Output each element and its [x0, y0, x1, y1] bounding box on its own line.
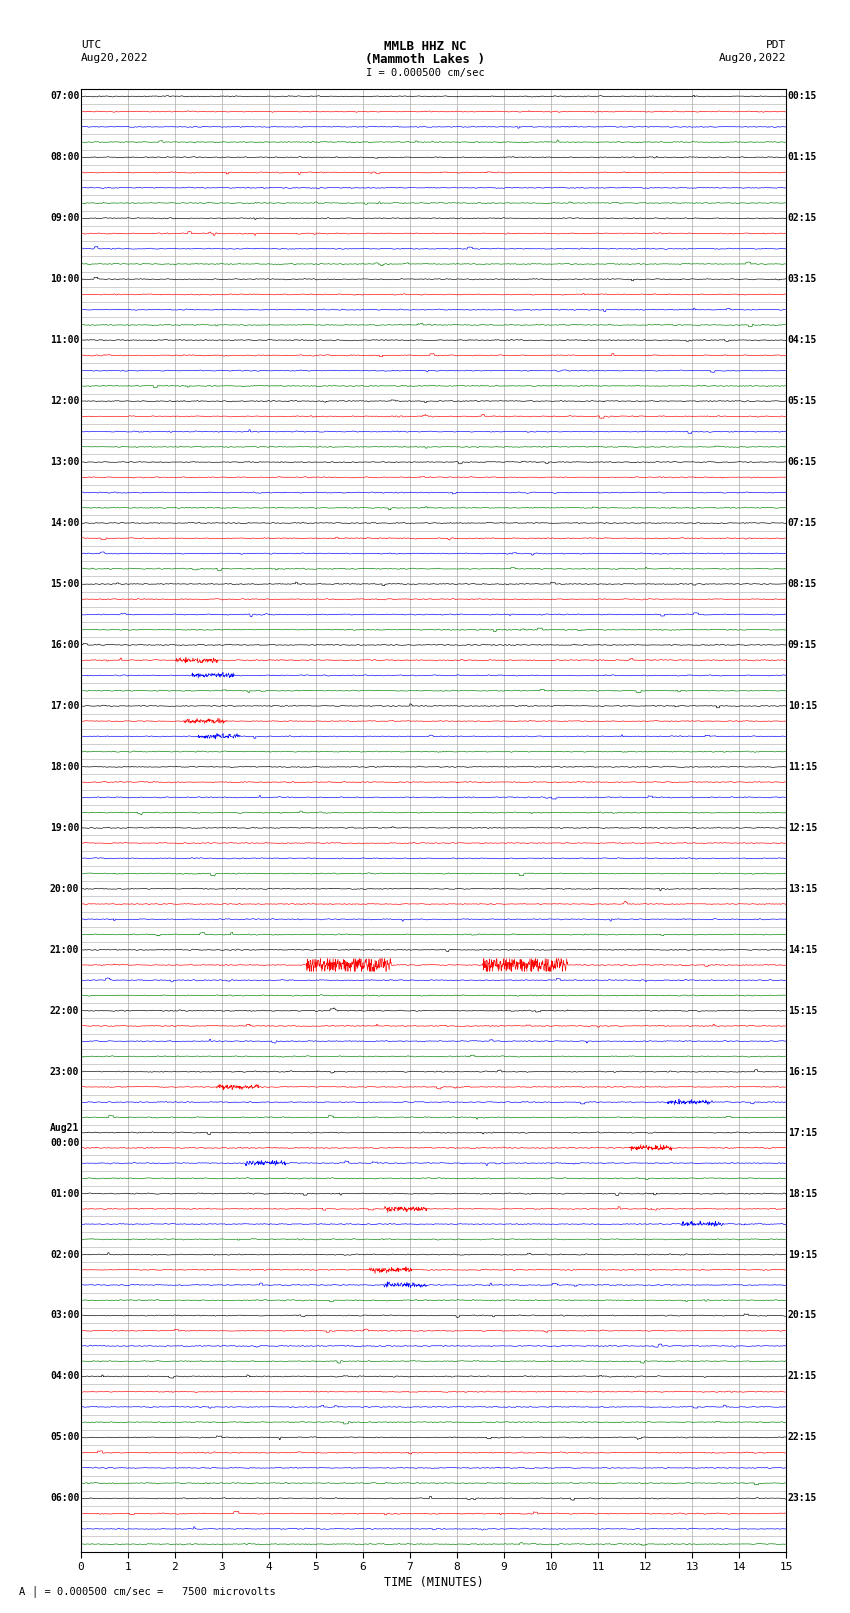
Text: 11:00: 11:00 [50, 336, 79, 345]
Text: 15:00: 15:00 [50, 579, 79, 589]
Text: 20:15: 20:15 [788, 1310, 817, 1321]
Text: 10:00: 10:00 [50, 274, 79, 284]
Text: 02:00: 02:00 [50, 1250, 79, 1260]
Text: Aug20,2022: Aug20,2022 [719, 53, 786, 63]
Text: 06:00: 06:00 [50, 1494, 79, 1503]
Text: 17:00: 17:00 [50, 702, 79, 711]
Text: 17:15: 17:15 [788, 1127, 817, 1137]
X-axis label: TIME (MINUTES): TIME (MINUTES) [383, 1576, 484, 1589]
Text: 10:15: 10:15 [788, 702, 817, 711]
Text: 09:00: 09:00 [50, 213, 79, 223]
Text: MMLB HHZ NC: MMLB HHZ NC [383, 40, 467, 53]
Text: 18:15: 18:15 [788, 1189, 817, 1198]
Text: 12:15: 12:15 [788, 823, 817, 832]
Text: 01:00: 01:00 [50, 1189, 79, 1198]
Text: 21:15: 21:15 [788, 1371, 817, 1381]
Text: UTC: UTC [81, 40, 101, 50]
Text: 13:00: 13:00 [50, 456, 79, 468]
Text: 01:15: 01:15 [788, 152, 817, 163]
Text: 15:15: 15:15 [788, 1005, 817, 1016]
Text: 11:15: 11:15 [788, 761, 817, 773]
Text: 22:15: 22:15 [788, 1432, 817, 1442]
Text: 06:15: 06:15 [788, 456, 817, 468]
Text: 00:00: 00:00 [50, 1137, 79, 1148]
Text: PDT: PDT [766, 40, 786, 50]
Text: 16:00: 16:00 [50, 640, 79, 650]
Text: 20:00: 20:00 [50, 884, 79, 894]
Text: 22:00: 22:00 [50, 1005, 79, 1016]
Text: 18:00: 18:00 [50, 761, 79, 773]
Text: 13:15: 13:15 [788, 884, 817, 894]
Text: 03:00: 03:00 [50, 1310, 79, 1321]
Text: (Mammoth Lakes ): (Mammoth Lakes ) [365, 53, 485, 66]
Text: 19:15: 19:15 [788, 1250, 817, 1260]
Text: 19:00: 19:00 [50, 823, 79, 832]
Text: 08:15: 08:15 [788, 579, 817, 589]
Text: 04:00: 04:00 [50, 1371, 79, 1381]
Text: 14:15: 14:15 [788, 945, 817, 955]
Text: 14:00: 14:00 [50, 518, 79, 527]
Text: Aug20,2022: Aug20,2022 [81, 53, 148, 63]
Text: │ = 0.000500 cm/sec =   7500 microvolts: │ = 0.000500 cm/sec = 7500 microvolts [32, 1586, 276, 1597]
Text: I = 0.000500 cm/sec: I = 0.000500 cm/sec [366, 68, 484, 77]
Text: 07:15: 07:15 [788, 518, 817, 527]
Text: Aug21: Aug21 [50, 1123, 79, 1134]
Text: 07:00: 07:00 [50, 92, 79, 102]
Text: 03:15: 03:15 [788, 274, 817, 284]
Text: 16:15: 16:15 [788, 1066, 817, 1076]
Text: 08:00: 08:00 [50, 152, 79, 163]
Text: 23:15: 23:15 [788, 1494, 817, 1503]
Text: 02:15: 02:15 [788, 213, 817, 223]
Text: 00:15: 00:15 [788, 92, 817, 102]
Text: 09:15: 09:15 [788, 640, 817, 650]
Text: 21:00: 21:00 [50, 945, 79, 955]
Text: 05:15: 05:15 [788, 397, 817, 406]
Text: A: A [19, 1587, 25, 1597]
Text: 05:00: 05:00 [50, 1432, 79, 1442]
Text: 23:00: 23:00 [50, 1066, 79, 1076]
Text: 04:15: 04:15 [788, 336, 817, 345]
Text: 12:00: 12:00 [50, 397, 79, 406]
